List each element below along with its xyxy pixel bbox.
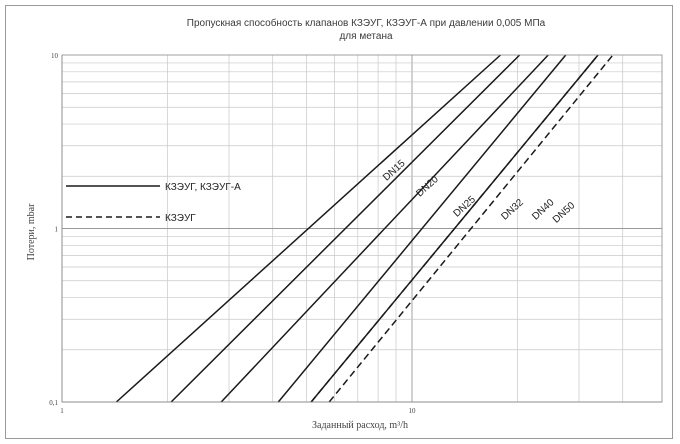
legend-label-dashed: КЗЭУГ: [165, 213, 196, 224]
series-lines: [115, 54, 614, 403]
grid: [61, 55, 662, 403]
y-tick-label: 0,1: [49, 399, 58, 407]
x-tick-label: 1: [60, 407, 64, 415]
series-line-dn25-solid: [220, 54, 549, 403]
series-line-dn50-dashed: [328, 54, 614, 403]
series-line-dn40-dashed: [310, 54, 599, 403]
chart-frame: [5, 5, 673, 439]
series-label-dn20: DN20: [414, 174, 441, 200]
chart-title-line1: Пропускная способность клапанов КЗЭУГ, К…: [187, 17, 546, 29]
series-line-dn15-solid: [115, 54, 502, 403]
legend: КЗЭУГ, КЗЭУГ-А КЗЭУГ: [66, 182, 241, 224]
plot-area-border: [61, 54, 663, 403]
x-tick-label: 10: [409, 407, 417, 415]
x-axis-label: Заданный расход, m³/h: [312, 420, 408, 431]
legend-label-solid: КЗЭУГ, КЗЭУГ-А: [165, 182, 241, 193]
y-tick-label: 10: [51, 52, 59, 60]
y-tick-label: 1: [55, 226, 59, 234]
series-label-dn32: DN32: [499, 197, 526, 223]
series-line-dn20-solid: [170, 54, 521, 403]
series-line-dn32-solid: [277, 54, 567, 403]
chart-title-line2: для метана: [339, 31, 393, 42]
y-axis-label: Потери, mbar: [26, 203, 37, 260]
